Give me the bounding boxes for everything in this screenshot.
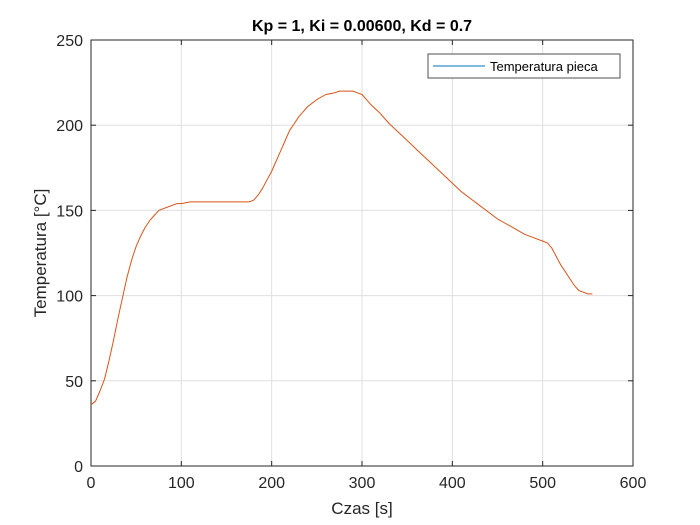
x-axis-label: Czas [s]: [331, 499, 392, 518]
x-tick-label: 300: [349, 475, 376, 492]
x-tick-label: 100: [168, 475, 195, 492]
x-tick-label: 0: [87, 475, 96, 492]
x-tick-label: 500: [529, 475, 556, 492]
axis-ticks: 0 100 200 300 400 500 600 0 50 100 150 200 250: [56, 33, 646, 492]
y-tick-label: 0: [74, 459, 83, 476]
y-tick-label: 250: [56, 33, 83, 50]
series-layer: [90, 90, 593, 406]
y-tick-label: 150: [56, 203, 83, 220]
x-tick-label: 200: [258, 475, 285, 492]
chart-title: Kp = 1, Ki = 0.00600, Kd = 0.7: [252, 18, 472, 35]
legend-label: Temperatura pieca: [490, 59, 598, 74]
y-tick-label: 100: [56, 289, 83, 306]
y-tick-label: 50: [65, 374, 83, 391]
y-axis-label: Temperatura [°C]: [31, 189, 50, 318]
y-tick-label: 200: [56, 118, 83, 135]
x-tick-label: 600: [620, 475, 647, 492]
series-line-temperatura-pieca: [90, 90, 593, 406]
legend: Temperatura pieca: [427, 53, 621, 79]
x-tick-label: 400: [439, 475, 466, 492]
